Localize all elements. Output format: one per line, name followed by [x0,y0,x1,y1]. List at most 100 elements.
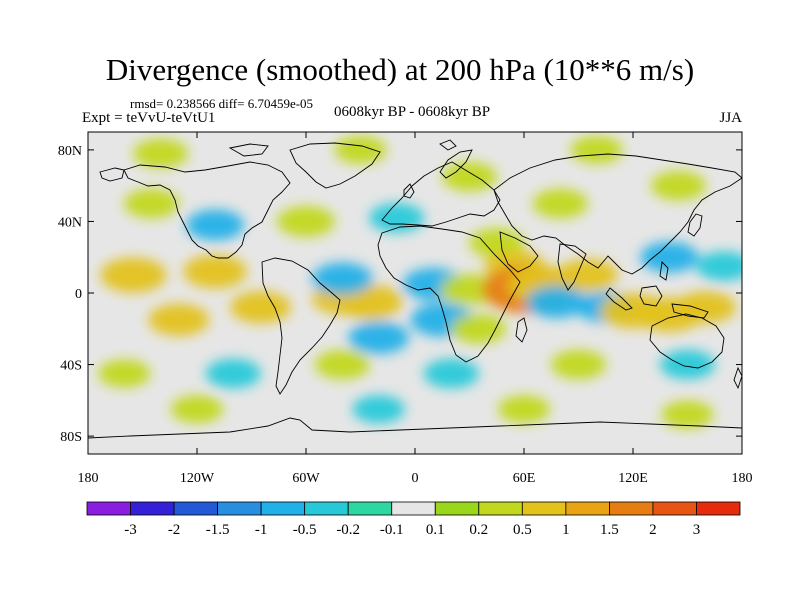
coastline-north-america [123,161,291,259]
colorbar-label: 0.1 [426,522,445,538]
lat-tick-label: 80S [60,430,82,445]
field-anomaly [277,205,335,237]
colorbar-swatch [565,501,610,516]
field-anomaly [423,358,479,389]
coastline-new-zealand [733,366,742,390]
coastline-alaska [99,167,125,182]
colorbar-label: 0.5 [513,522,532,538]
field-anomaly [550,349,607,380]
experiment-label: Expt = teVvU-teVtU1 [82,110,216,126]
colorbar-swatch [347,501,393,516]
field-anomaly [205,358,261,389]
lat-tick-label: 0 [75,287,82,302]
field-anomaly [675,291,737,324]
period-label: 0608kyr BP - 0608kyr BP [333,104,491,120]
colorbar-label: 3 [693,522,701,538]
coastline-britain [403,183,415,199]
field-anomaly [148,303,210,337]
field-anomaly [230,291,291,324]
map-axes: 80N 40N 0 40S 80S 180 120W 60W 0 60E 120E 180 [58,132,753,486]
coastline-europe [381,161,501,227]
coastline-borneo [639,285,663,307]
coastline-greenland [289,142,381,189]
lat-tick-label: 40N [58,215,82,230]
field-anomaly [186,209,245,241]
colorbar-swatch [478,501,523,516]
field-anomaly [352,395,405,424]
field-anomaly [170,395,224,424]
coastlines [88,139,742,439]
field-anomaly [334,135,387,164]
coastline-philippines [659,261,669,281]
colorbar-label: 1.5 [600,522,619,538]
colorbar-swatch [86,501,131,516]
colorbar-swatch [260,501,306,516]
field-blobs [98,135,742,429]
colorbar-label: -2 [168,522,181,538]
lon-tick-label: 120E [618,471,648,486]
field-anomaly [526,285,588,319]
coastline-antarctica [88,417,742,439]
colorbar-label: -0.1 [380,522,404,538]
coastline-scandinavia [439,149,473,179]
plot-title: Divergence (smoothed) at 200 hPa (10**6 … [105,52,695,87]
colorbar-swatch [696,501,741,516]
field-anomaly [640,241,699,273]
lon-tick-label: 180 [732,471,753,486]
colorbar-label: 0.2 [469,522,488,538]
colorbar-label: 2 [649,522,657,538]
colorbar-swatch [434,501,480,516]
field-anomaly [696,251,742,281]
coastline-svalbard [439,139,457,151]
field-anomaly [123,188,180,219]
colorbar-label: -1.5 [206,522,230,538]
coastline-south-america [261,257,341,395]
field-anomaly [100,257,167,293]
lon-tick-label: 60E [513,471,536,486]
colorbar-label: -0.2 [336,522,360,538]
lon-tick-label: 60W [292,471,320,486]
field-anomaly [441,161,498,192]
coastline-madagascar [515,317,528,343]
map-panel [87,131,743,455]
field-anomaly [557,258,618,292]
field-anomaly [661,400,714,429]
field-anomaly [450,313,507,344]
field-anomaly [532,188,588,219]
colorbar-label: -0.5 [293,522,317,538]
field-anomaly [650,170,707,201]
lon-tick-label: 0 [412,471,419,486]
coastline-asia [493,153,742,275]
colorbar-label: 1 [562,522,570,538]
colorbar: -3 -2 -1.5 -1 -0.5 -0.2 -0.1 0.1 0.2 0.5 1 1.5 2 3 [86,501,741,538]
stats-text: rmsd= 0.238566 diff= 6.70459e-05 [130,96,314,111]
colorbar-label: -3 [124,522,137,538]
lon-tick-label: 120W [180,471,215,486]
colorbar-swatch [130,501,175,516]
colorbar-swatch [609,501,654,516]
coastline-japan [687,213,703,237]
field-anomaly [183,254,247,289]
coastline-new-guinea [671,303,709,319]
colorbar-label: -1 [255,522,268,538]
colorbar-swatch [391,501,436,516]
field-layer [98,135,742,429]
colorbar-swatch [217,501,262,516]
season-label: JJA [719,110,742,126]
colorbar-swatch [173,501,218,516]
colorbar-swatch [304,501,349,516]
field-anomaly [570,135,623,164]
field-anomaly [314,349,370,380]
coastline-arabia [499,231,539,273]
lon-tick-label: 180 [78,471,99,486]
field-anomaly [98,359,151,388]
field-anomaly [348,321,410,354]
coastline-sumatra [605,287,633,311]
field-anomaly [133,138,189,169]
field-anomaly [311,262,373,295]
coastline-australia [649,313,725,369]
colorbar-swatch [521,501,567,516]
coastline-arctic-islands [228,143,269,157]
field-anomaly [440,273,499,305]
